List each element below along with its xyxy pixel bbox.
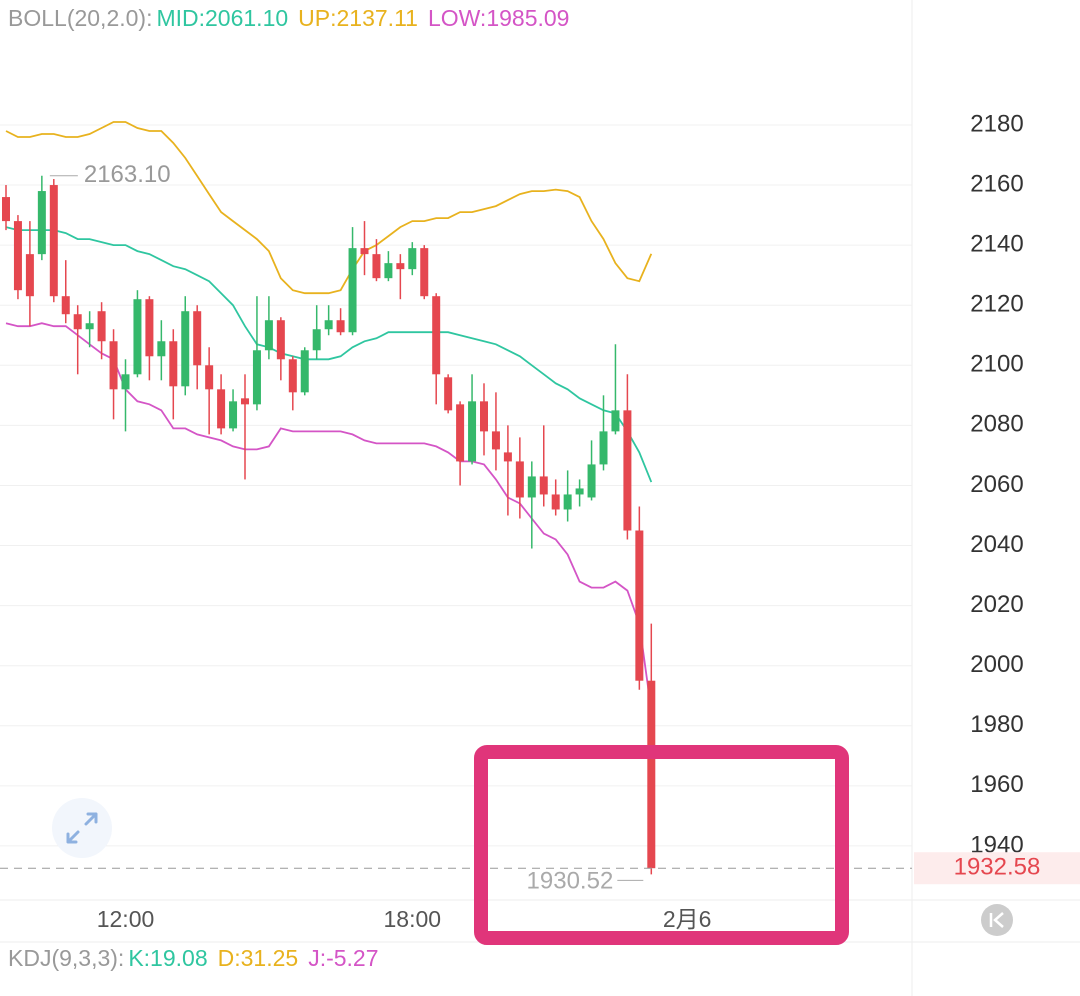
expand-button[interactable] — [52, 798, 112, 858]
y-tick-label: 2060 — [970, 471, 1023, 498]
candle-body — [551, 494, 560, 510]
candle-body — [456, 404, 465, 462]
y-tick-label: 1980 — [970, 711, 1023, 738]
y-tick-label: 2160 — [970, 170, 1023, 197]
y-tick-label: 1960 — [970, 771, 1023, 798]
candle-body — [217, 389, 226, 429]
candle-body — [611, 410, 620, 432]
candle-body — [133, 299, 142, 375]
candle-body — [193, 311, 202, 366]
candle-body — [109, 341, 118, 390]
indicator-value: UP:2137.11 — [298, 5, 418, 31]
candle-body — [360, 248, 369, 255]
candle-body — [25, 254, 34, 297]
indicator-name: KDJ(9,3,3): — [8, 945, 124, 971]
candle-body — [312, 329, 321, 351]
band-line — [5, 121, 653, 295]
y-tick-label: 2020 — [970, 591, 1023, 618]
candle-body — [503, 452, 512, 462]
candle-body — [229, 401, 238, 429]
y-tick-label: 2140 — [970, 230, 1023, 257]
candle-body — [121, 374, 130, 390]
candle-body — [37, 191, 46, 255]
candle-body — [324, 320, 333, 330]
candle-body — [73, 314, 82, 330]
candle-body — [97, 311, 106, 342]
indicator-name: BOLL(20,2.0): — [8, 5, 152, 31]
candle-body — [276, 320, 285, 360]
candle-body — [587, 464, 596, 498]
highlight-box — [474, 745, 849, 945]
candle-body — [539, 476, 548, 495]
candle-body — [623, 410, 632, 531]
candle-body — [288, 359, 297, 393]
y-tick-label: 2080 — [970, 411, 1023, 438]
x-tick-label: 12:00 — [97, 906, 155, 932]
band-line — [5, 226, 653, 483]
candle-body — [599, 431, 608, 465]
candle-body — [300, 350, 309, 393]
indicator-value: MID:2061.10 — [156, 5, 288, 31]
scroll-to-latest-button[interactable] — [981, 904, 1013, 936]
candle-body — [205, 365, 214, 390]
candle-body — [169, 341, 178, 387]
candle-body — [515, 461, 524, 498]
candle-body — [444, 377, 453, 411]
candle-body — [241, 398, 249, 405]
y-tick-label: 2180 — [970, 110, 1023, 137]
candle-body — [420, 248, 429, 297]
candle-body — [396, 263, 405, 270]
y-tick-label: 2040 — [970, 531, 1023, 558]
candle-body — [85, 323, 94, 330]
candle-body — [432, 296, 441, 375]
indicator-header: KDJ(9,3,3): K:19.08 D:31.25 J:-5.27 — [8, 945, 379, 971]
candle-body — [13, 221, 22, 291]
candle-body — [491, 431, 500, 450]
indicator-value: K:19.08 — [128, 945, 207, 971]
indicator-value: D:31.25 — [218, 945, 299, 971]
candle-body — [408, 248, 417, 270]
candle-body — [336, 320, 345, 333]
candle-body — [252, 350, 261, 405]
y-tick-label: 2000 — [970, 651, 1023, 678]
candle-body — [575, 488, 584, 495]
y-tick-label: 2120 — [970, 291, 1023, 318]
min-label: 1930.52 — [527, 868, 614, 895]
candle-body — [181, 311, 190, 387]
current-price-box — [914, 852, 1080, 885]
y-tick-label: 2100 — [970, 351, 1023, 378]
candle-body — [348, 248, 357, 333]
candle-body — [480, 401, 488, 432]
candle-body — [264, 320, 273, 351]
indicator-value: J:-5.27 — [308, 945, 378, 971]
candle-body — [468, 401, 477, 462]
candle-body — [145, 299, 154, 357]
candle-body — [372, 254, 381, 279]
candle-body — [647, 680, 656, 869]
candle-body — [527, 476, 536, 498]
candle-body — [635, 530, 644, 681]
candle-body — [49, 185, 58, 297]
candle-body — [61, 296, 70, 315]
current-price-label: 1932.58 — [954, 854, 1041, 881]
indicator-header: BOLL(20,2.0): MID:2061.10 UP:2137.11 LOW:19… — [8, 5, 569, 31]
x-tick-label: 18:00 — [384, 906, 442, 932]
max-label: 2163.10 — [84, 161, 171, 188]
candle-body — [2, 197, 10, 222]
candle-body — [157, 341, 166, 357]
indicator-value: LOW:1985.09 — [428, 5, 570, 31]
x-tick-label: 2月6 — [663, 906, 712, 932]
candle-body — [384, 263, 393, 279]
candle-body — [563, 494, 572, 510]
